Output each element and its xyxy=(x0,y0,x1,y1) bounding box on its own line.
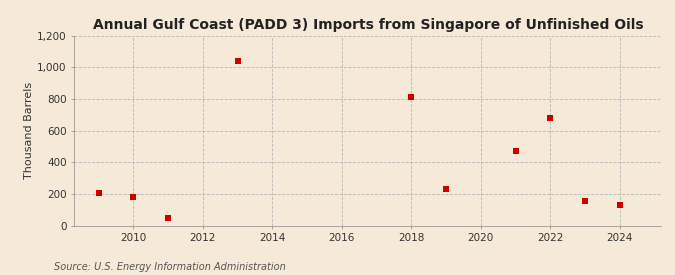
Title: Annual Gulf Coast (PADD 3) Imports from Singapore of Unfinished Oils: Annual Gulf Coast (PADD 3) Imports from … xyxy=(92,18,643,32)
Y-axis label: Thousand Barrels: Thousand Barrels xyxy=(24,82,34,179)
Text: Source: U.S. Energy Information Administration: Source: U.S. Energy Information Administ… xyxy=(54,262,286,272)
